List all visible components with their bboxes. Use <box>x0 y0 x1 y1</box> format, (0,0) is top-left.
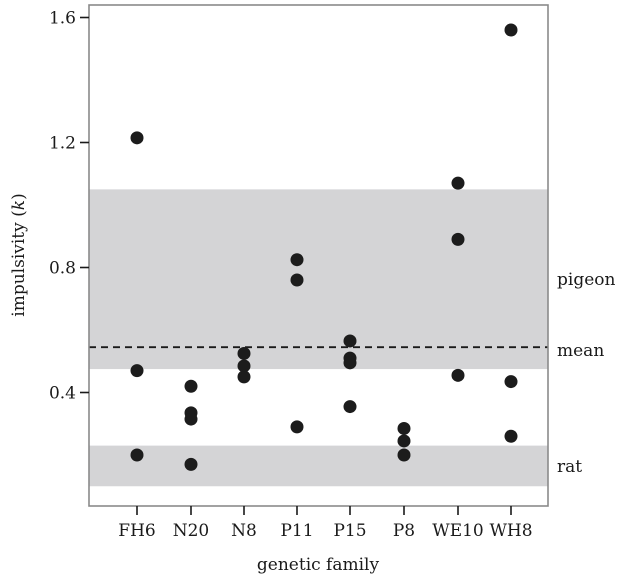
data-point-n8-1 <box>237 346 251 360</box>
data-point-p11-1 <box>290 253 304 267</box>
y-tick-label: 0.8 <box>49 259 76 279</box>
data-point-p8-3 <box>397 448 411 462</box>
bands-layer <box>89 189 548 487</box>
data-point-n8-2 <box>237 359 251 373</box>
y-axis-title-variable: k <box>9 200 29 210</box>
x-tick-label-wh8: WH8 <box>489 521 532 541</box>
band-label-pigeon: pigeon <box>557 270 615 290</box>
data-point-n8-3 <box>237 370 251 384</box>
data-point-p8-2 <box>397 434 411 448</box>
y-tick-label: 1.2 <box>49 134 76 154</box>
x-tick-label-p8: P8 <box>393 521 415 541</box>
y-axis-title: impulsivity (k) <box>9 193 29 316</box>
y-axis-title-prefix: impulsivity ( <box>9 210 29 317</box>
x-tick-label-p15: P15 <box>333 521 366 541</box>
data-point-fh6-3 <box>130 448 144 462</box>
y-axis-title-suffix: ) <box>9 193 29 200</box>
x-axis-title: genetic family <box>257 555 380 575</box>
data-point-n20-1 <box>184 379 198 393</box>
band-pigeon <box>89 189 548 370</box>
side-labels: pigeon rat mean <box>557 270 615 477</box>
plot-frame <box>88 4 549 507</box>
data-point-p11-3 <box>290 420 304 434</box>
mean-label: mean <box>557 341 604 361</box>
data-point-wh8-2 <box>504 375 518 389</box>
points-layer <box>130 23 518 471</box>
data-point-p8-1 <box>397 421 411 435</box>
data-point-p15-1 <box>343 334 357 348</box>
x-tick-label-n8: N8 <box>231 521 257 541</box>
data-point-p15-3 <box>343 356 357 370</box>
data-point-we10-1 <box>451 176 465 190</box>
x-tick-label-p11: P11 <box>280 521 313 541</box>
data-point-wh8-3 <box>504 429 518 443</box>
x-axis: FH6 N20 N8 P11 P15 P8 WE10 WH8 <box>118 506 533 541</box>
data-point-we10-3 <box>451 368 465 382</box>
data-point-fh6-1 <box>130 131 144 145</box>
data-point-we10-2 <box>451 232 465 246</box>
data-point-n20-4 <box>184 457 198 471</box>
band-label-rat: rat <box>557 457 582 477</box>
y-tick-label: 1.6 <box>49 9 76 29</box>
band-rat <box>89 445 548 487</box>
data-point-p15-4 <box>343 400 357 414</box>
y-axis: 0.4 0.8 1.2 1.6 <box>49 9 89 404</box>
data-point-wh8-1 <box>504 23 518 37</box>
data-point-fh6-2 <box>130 364 144 378</box>
x-tick-label-fh6: FH6 <box>118 521 155 541</box>
x-tick-label-n20: N20 <box>173 521 210 541</box>
data-point-n20-3 <box>184 412 198 426</box>
data-point-p11-2 <box>290 273 304 287</box>
x-tick-label-we10: WE10 <box>432 521 484 541</box>
y-tick-label: 0.4 <box>49 384 76 404</box>
